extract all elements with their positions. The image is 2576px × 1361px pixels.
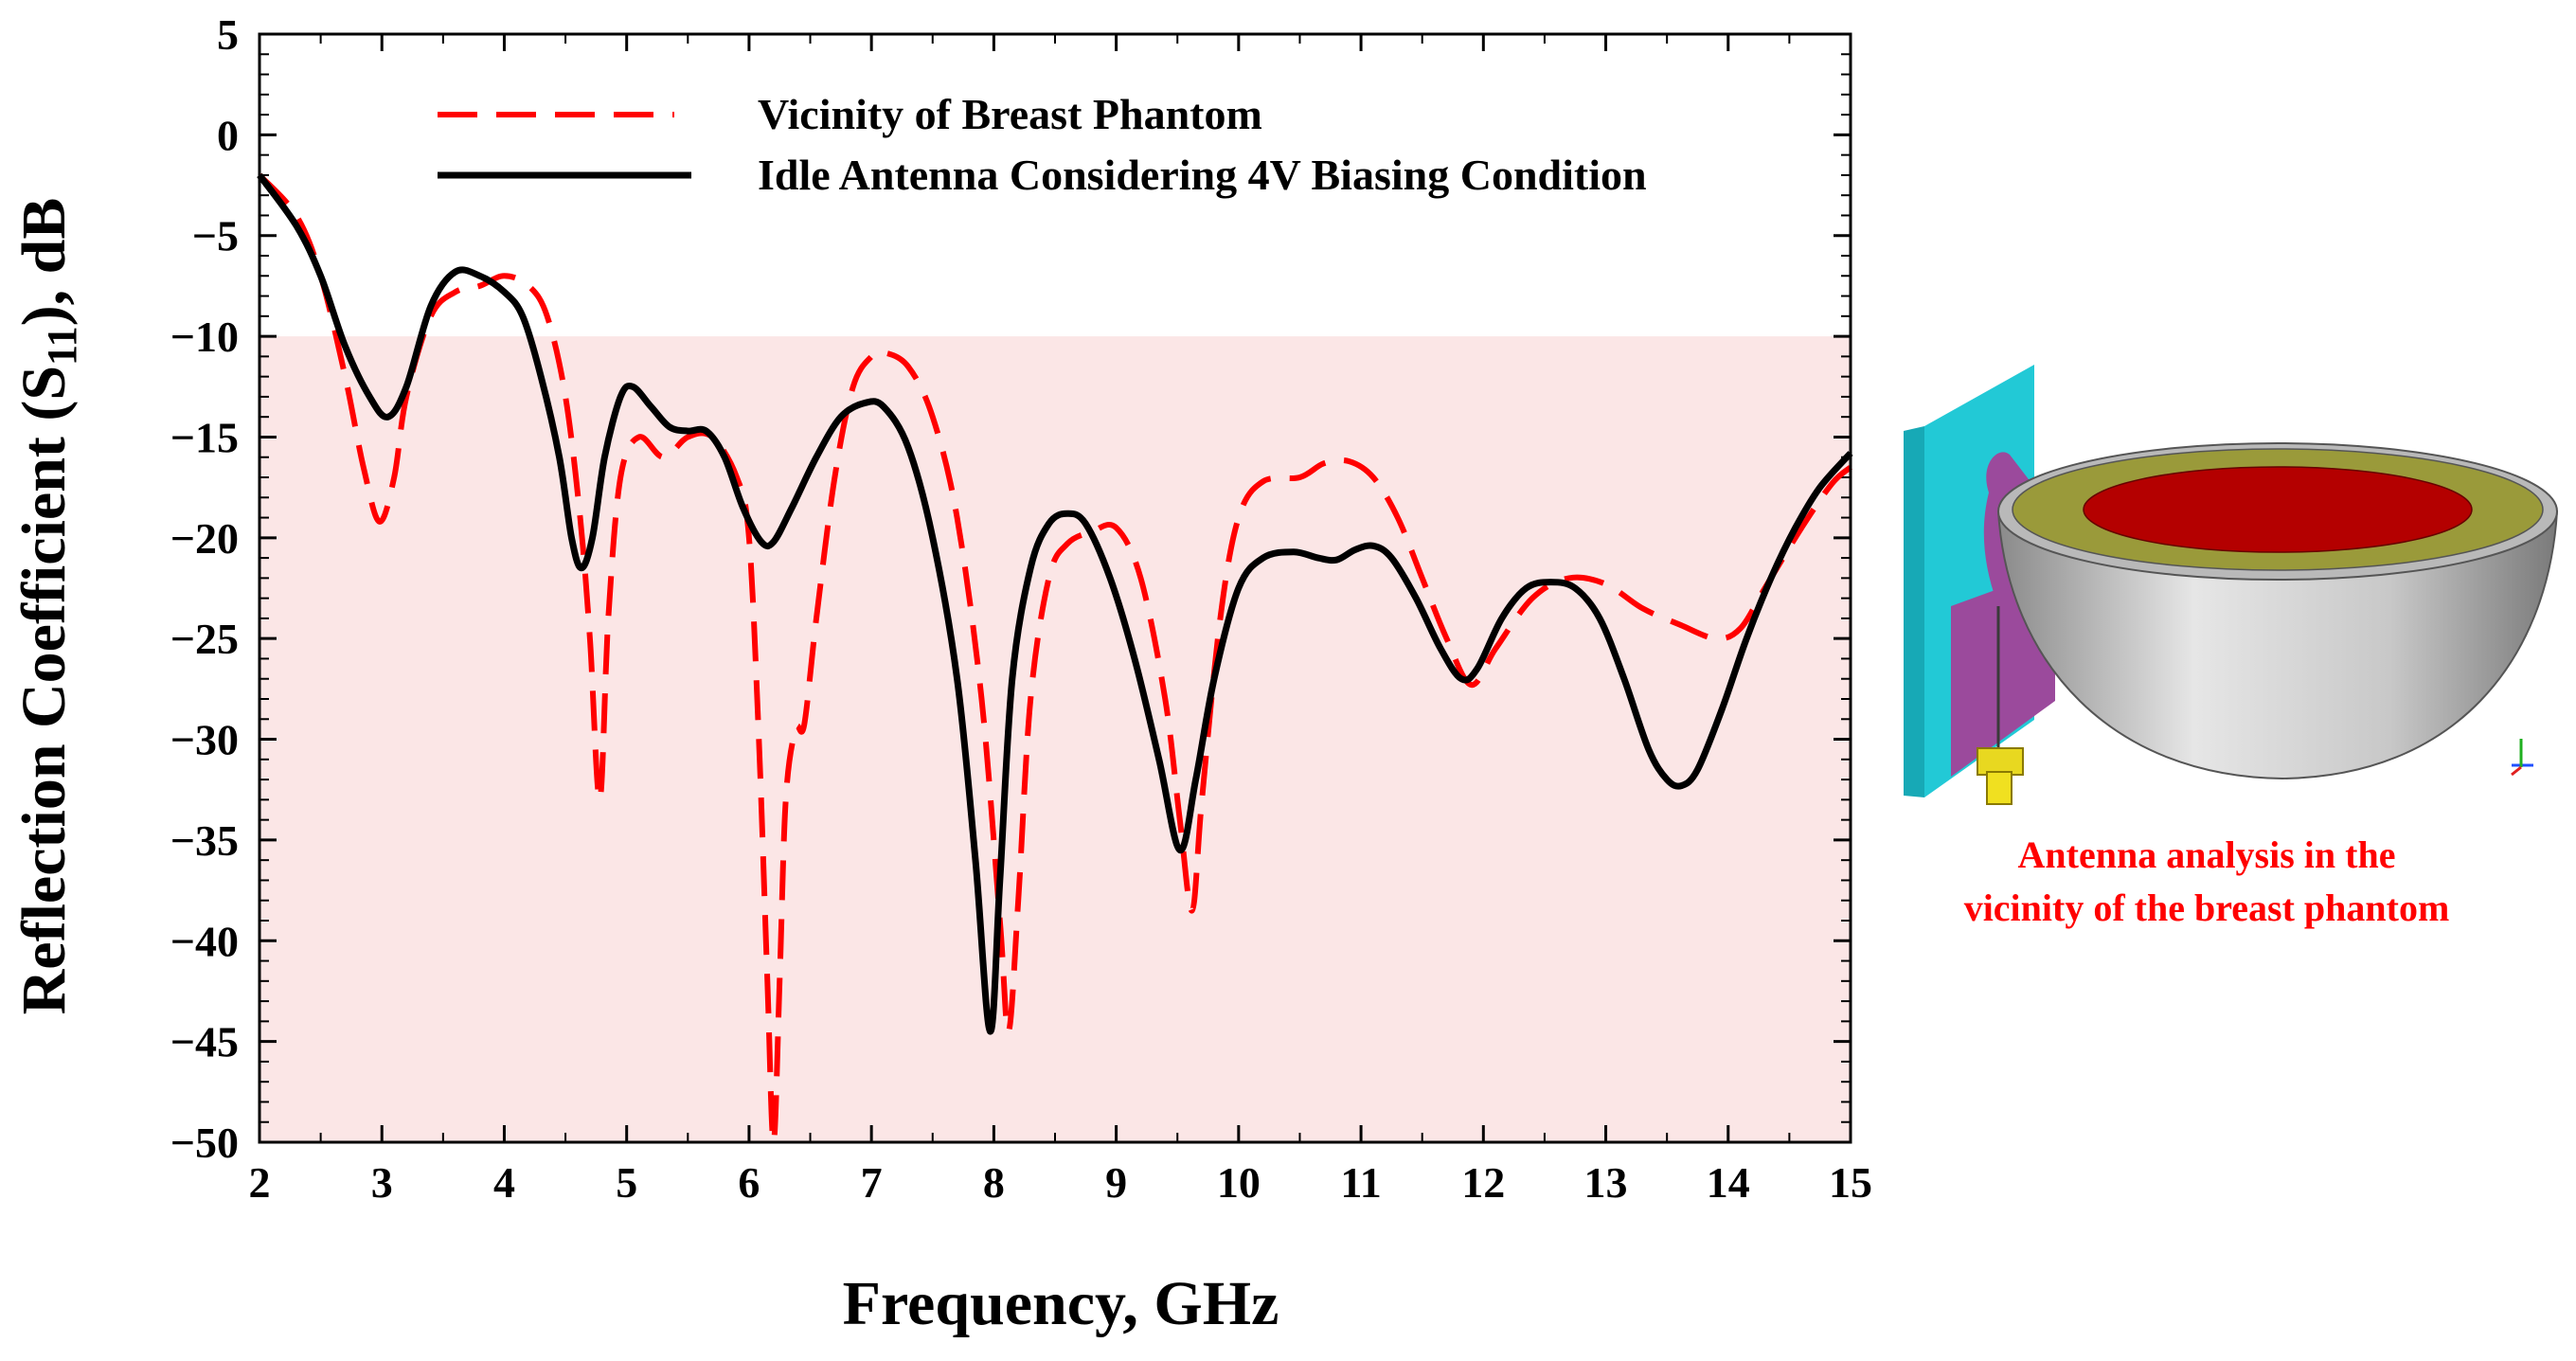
x-tick-label: 11	[1340, 1158, 1381, 1207]
y-tick-label: −5	[192, 212, 239, 260]
illustration-caption: Antenna analysis in the vicinity of the …	[1894, 829, 2519, 935]
antenna-substrate-side	[1904, 426, 1924, 797]
y-tick-label: −40	[170, 917, 239, 965]
x-tick-label: 6	[738, 1158, 760, 1207]
y-tick-label: −45	[170, 1018, 239, 1066]
y-tick-label: 5	[217, 10, 239, 59]
x-tick-label: 15	[1829, 1158, 1872, 1207]
antenna-phantom-illustration	[1904, 365, 2559, 805]
x-tick-label: 2	[249, 1158, 271, 1207]
y-tick-label: 0	[217, 111, 239, 159]
series-lines	[257, 172, 1853, 1145]
y-tick-label: −25	[170, 615, 239, 663]
x-tick-label: 14	[1707, 1158, 1750, 1207]
x-tick-label: 13	[1584, 1158, 1628, 1207]
legend: Vicinity of Breast Phantom Idle Antenna …	[438, 90, 1647, 199]
y-tick-label: −15	[170, 413, 239, 461]
series-line-vicinity	[257, 172, 1852, 1145]
x-tick-label: 4	[493, 1158, 515, 1207]
x-tick-labels: 2 3 4 5 6 7 8 9 10 11 12 13 14 15	[249, 1158, 1873, 1207]
shaded-region	[259, 336, 1851, 1142]
y-tick-label: −10	[170, 313, 239, 361]
x-tick-label: 5	[616, 1158, 637, 1207]
y-tick-label: −35	[170, 816, 239, 865]
caption-line-2: vicinity of the breast phantom	[1963, 886, 2450, 929]
axis-triad-icon	[2511, 739, 2533, 777]
y-tick-label: −30	[170, 716, 239, 764]
y-axis-title-sub: 11	[39, 326, 85, 366]
caption-line-1: Antenna analysis in the	[2017, 833, 2396, 876]
y-tick-labels: 5 0 −5 −10 −15 −20 −25 −30 −35 −40 −45 −50	[170, 10, 239, 1167]
legend-label-vicinity: Vicinity of Breast Phantom	[758, 90, 1262, 138]
x-tick-label: 7	[861, 1158, 883, 1207]
x-tick-label: 12	[1461, 1158, 1505, 1207]
y-tick-label: −50	[170, 1119, 239, 1167]
phantom-gland-tissue	[2083, 466, 2473, 553]
x-tick-label: 8	[983, 1158, 1005, 1207]
x-tick-label: 9	[1105, 1158, 1127, 1207]
y-axis-title: Reflection Coefficient (S11), dB	[9, 198, 85, 1015]
y-axis-title-end: ), dB	[9, 198, 79, 327]
x-tick-label: 3	[371, 1158, 393, 1207]
plot-frame	[258, 32, 1852, 1144]
y-axis-title-main: Reflection Coefficient (S	[9, 366, 79, 1014]
y-tick-label: −20	[170, 514, 239, 563]
phantom-skin-bowl	[1996, 510, 2559, 780]
legend-label-idle: Idle Antenna Considering 4V Biasing Cond…	[758, 151, 1647, 199]
series-line-idle	[257, 172, 1853, 1035]
x-axis-title: Frequency, GHz	[843, 1269, 1279, 1338]
sma-connector-pin	[1986, 771, 2012, 805]
sma-connector	[1977, 747, 2024, 776]
x-tick-label: 10	[1217, 1158, 1261, 1207]
axis-ticks	[258, 32, 1852, 1144]
